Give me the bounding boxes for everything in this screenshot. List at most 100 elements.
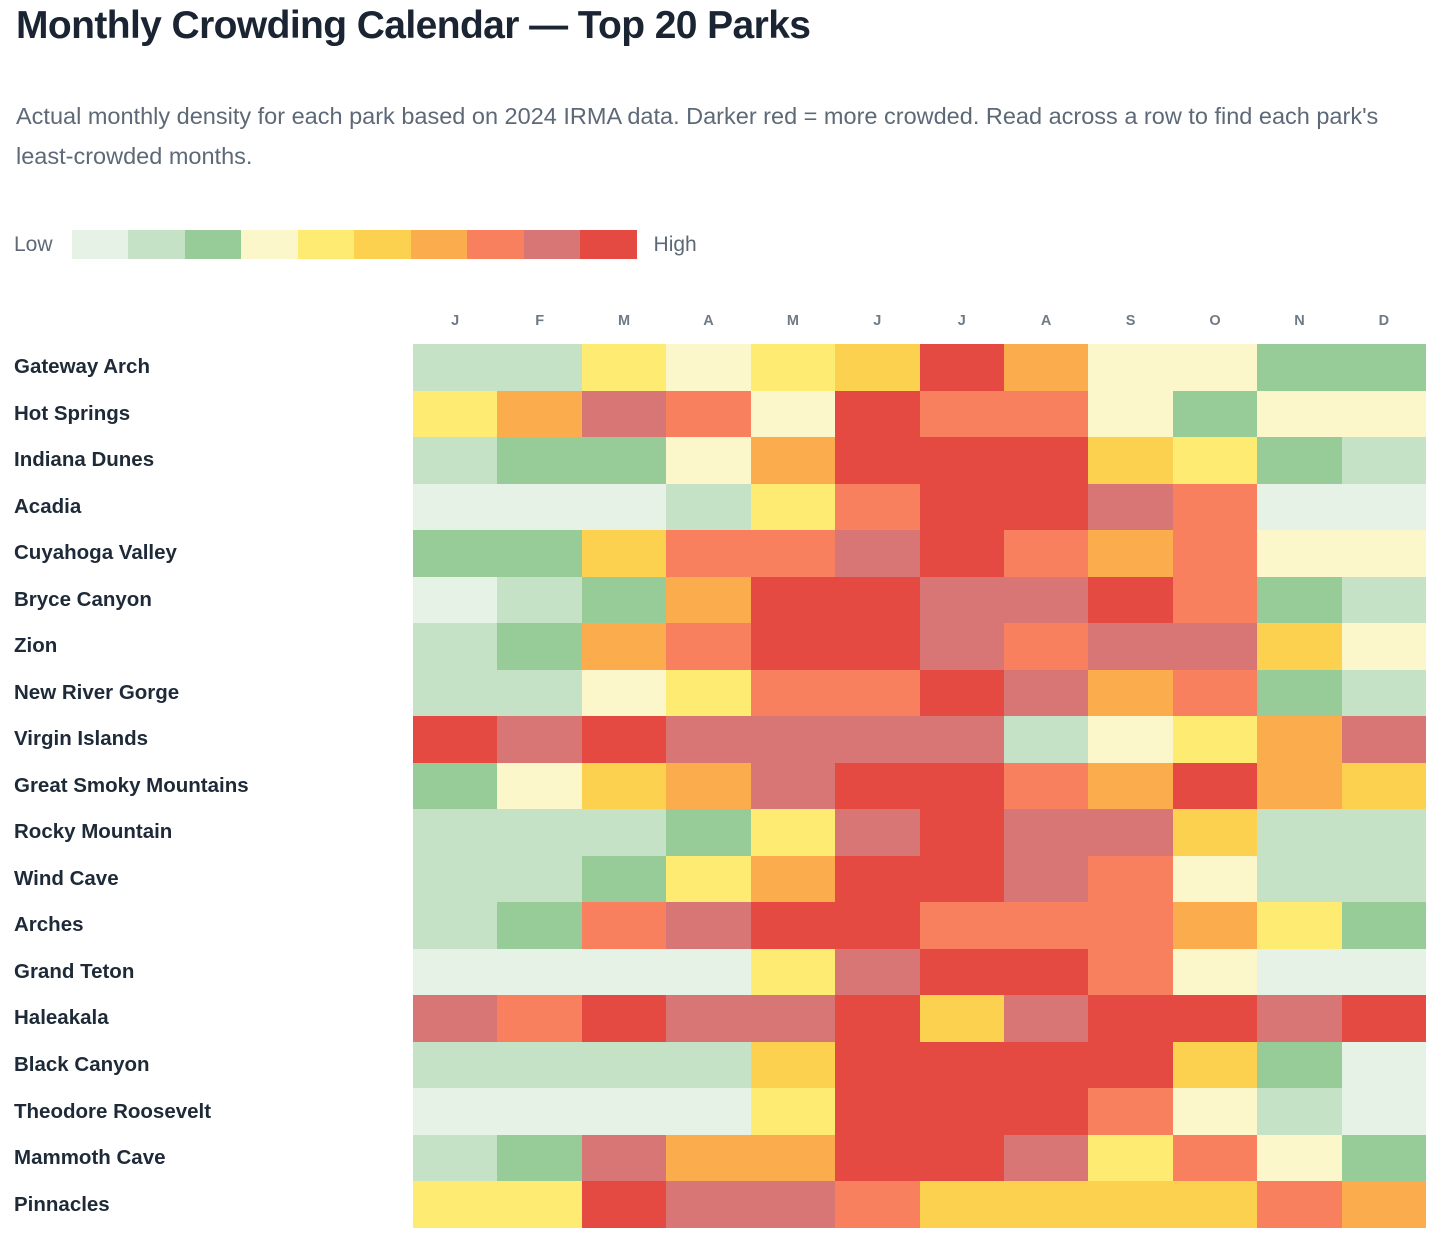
heatmap-cell (1088, 855, 1173, 903)
heatmap-cell (1257, 855, 1342, 903)
month-header: S (1125, 312, 1136, 329)
heatmap-cell (835, 1041, 920, 1089)
heatmap-cell (413, 762, 498, 810)
heatmap-cell (1172, 1134, 1258, 1182)
heatmap-cell (413, 902, 498, 949)
heatmap-cell (1088, 902, 1173, 949)
heatmap-cell (835, 716, 920, 763)
heatmap-cell (1341, 344, 1427, 391)
heatmap-cell (1003, 809, 1089, 856)
legend-swatch (297, 230, 355, 259)
month-header: J (873, 312, 882, 329)
heatmap-cell (1088, 669, 1173, 717)
heatmap-cell (666, 1134, 751, 1182)
heatmap-cell (581, 1134, 667, 1182)
heatmap-cell (1257, 809, 1342, 856)
heatmap-cell (835, 995, 920, 1042)
park-label: Great Smoky Mountains (14, 773, 249, 797)
heatmap-cell (1341, 1041, 1427, 1089)
heatmap-cell (1003, 623, 1089, 670)
heatmap-cell (1172, 1088, 1258, 1135)
legend-swatch (241, 230, 298, 259)
heatmap-row: Mammoth Cave (0, 1134, 1427, 1182)
legend-swatch (580, 230, 637, 259)
heatmap-cell (666, 716, 751, 763)
heatmap-cell (835, 483, 920, 531)
heatmap-cell (1172, 948, 1258, 996)
heatmap-cell (1088, 809, 1173, 856)
heatmap-cell (750, 1041, 836, 1089)
heatmap-cell (581, 344, 667, 391)
heatmap-cell (1088, 344, 1173, 391)
heatmap-cell (413, 1134, 498, 1182)
heatmap-cell (1257, 576, 1342, 624)
heatmap-cell (1003, 437, 1089, 484)
heatmap-cell (497, 669, 582, 717)
park-label: Cuyahoga Valley (14, 541, 177, 565)
park-label: Indiana Dunes (14, 448, 155, 472)
heatmap-cell (497, 530, 582, 577)
heatmap-cell (497, 1088, 582, 1135)
heatmap-cell (919, 623, 1004, 670)
heatmap-cell (497, 390, 582, 438)
heatmap-cell (581, 716, 667, 763)
heatmap-cell (581, 902, 667, 949)
heatmap-cell (1341, 762, 1427, 810)
heatmap-row: Grand Teton (0, 948, 1427, 996)
heatmap-cell (1088, 1181, 1173, 1228)
heatmap-cell (835, 762, 920, 810)
page-title: Monthly Crowding Calendar — Top 20 Parks (16, 4, 811, 47)
heatmap-cell (750, 669, 836, 717)
heatmap-cell (1172, 762, 1258, 810)
heatmap-cell (413, 344, 498, 391)
heatmap-cell (835, 530, 920, 577)
heatmap-row: Theodore Roosevelt (0, 1088, 1427, 1135)
heatmap-cell (919, 669, 1004, 717)
chart-subtitle: Actual monthly density for each park bas… (16, 103, 1379, 169)
heatmap-cell (919, 995, 1004, 1042)
heatmap-cell (413, 995, 498, 1042)
heatmap-cell (1003, 716, 1089, 763)
heatmap-cell (1257, 530, 1342, 577)
heatmap-cell (581, 623, 667, 670)
heatmap-cell (666, 902, 751, 949)
heatmap-cell (581, 1041, 667, 1089)
legend-swatch (354, 230, 411, 259)
heatmap-cell (666, 1041, 751, 1089)
park-label: Haleakala (14, 1006, 109, 1030)
heatmap-cell (750, 1134, 836, 1182)
heatmap-row: Bryce Canyon (0, 576, 1427, 624)
heatmap-cell (666, 855, 751, 903)
heatmap-cell (1088, 530, 1173, 577)
heatmap-cell (497, 762, 582, 810)
heatmap-cell (919, 576, 1004, 624)
heatmap-cell (1003, 762, 1089, 810)
heatmap-row: Cuyahoga Valley (0, 530, 1427, 577)
heatmap-cell (497, 1181, 582, 1228)
heatmap-row: Black Canyon (0, 1041, 1427, 1089)
heatmap-cell (413, 1181, 498, 1228)
heatmap-cell (1172, 437, 1258, 484)
heatmap-cell (497, 576, 582, 624)
heatmap-row: Great Smoky Mountains (0, 762, 1427, 810)
heatmap-cell (835, 1088, 920, 1135)
heatmap-cell (413, 948, 498, 996)
heatmap-cell (413, 576, 498, 624)
heatmap-cell (835, 1181, 920, 1228)
heatmap-cell (1088, 948, 1173, 996)
heatmap-cell (1172, 669, 1258, 717)
heatmap-row: Zion (0, 623, 1427, 670)
heatmap-cell (835, 809, 920, 856)
month-header: M (786, 312, 799, 329)
heatmap-cell (1341, 576, 1427, 624)
heatmap-cell (1003, 1088, 1089, 1135)
heatmap-cell (1257, 1134, 1342, 1182)
heatmap-cell (581, 809, 667, 856)
heatmap-cell (1341, 390, 1427, 438)
heatmap-cell (666, 1181, 751, 1228)
color-legend: Low High (14, 230, 697, 259)
heatmap-row: Acadia (0, 483, 1427, 531)
heatmap-cell (1257, 390, 1342, 438)
heatmap-cell (497, 995, 582, 1042)
heatmap-cell (750, 1181, 836, 1228)
